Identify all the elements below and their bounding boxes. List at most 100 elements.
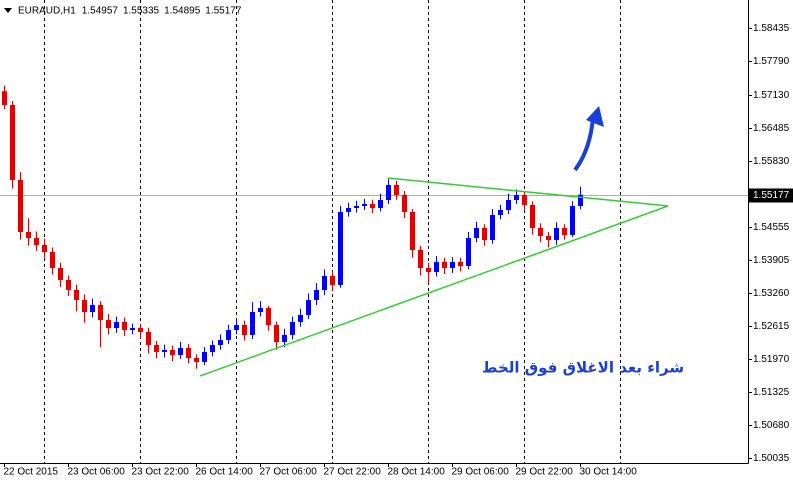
- candle-body: [74, 290, 79, 300]
- symbol: EURAUD,H1: [18, 6, 76, 17]
- candle-body: [234, 325, 239, 330]
- y-tick-label: 1.51970: [753, 354, 790, 365]
- candle-body: [154, 345, 159, 352]
- candle-body: [450, 262, 455, 268]
- candle-body: [490, 215, 495, 240]
- candle-body: [50, 252, 55, 268]
- y-tick-label: 1.55830: [753, 156, 790, 167]
- candle-body: [562, 228, 567, 235]
- candle-body: [538, 228, 543, 236]
- candle-body: [90, 305, 95, 312]
- header-open: 1.54957: [82, 6, 119, 17]
- y-tick-label: 1.57790: [753, 56, 790, 67]
- candle-body: [418, 250, 423, 268]
- candle-body: [506, 200, 511, 210]
- candle-body: [498, 210, 503, 215]
- candle-body: [26, 232, 31, 238]
- candle-body: [242, 325, 247, 335]
- y-tick-label: 1.53905: [753, 255, 790, 266]
- candle-body: [146, 332, 151, 345]
- candle-body: [82, 300, 87, 312]
- header-low: 1.54895: [164, 6, 201, 17]
- header: EURAUD,H1 1.54957 1.55335 1.54895 1.55177: [18, 6, 242, 17]
- candle-body: [394, 185, 399, 195]
- candle-body: [226, 330, 231, 340]
- candle-body: [194, 358, 199, 362]
- x-tick-label: 30 Oct 14:00: [580, 467, 638, 478]
- candle-body: [378, 200, 383, 208]
- header-high: 1.55335: [123, 6, 160, 17]
- candle-body: [122, 322, 127, 330]
- candle-body: [98, 305, 103, 320]
- candle-body: [354, 206, 359, 208]
- candle-body: [266, 308, 271, 325]
- x-tick-label: 23 Oct 06:00: [68, 467, 126, 478]
- candle-body: [170, 350, 175, 355]
- header-close: 1.55177: [205, 6, 242, 17]
- candle-body: [322, 276, 327, 290]
- candle-body: [410, 212, 415, 250]
- candle-body: [130, 328, 135, 330]
- candle-body: [58, 268, 63, 280]
- y-tick-label: 1.53260: [753, 288, 790, 299]
- candle-body: [442, 262, 447, 268]
- candle-body: [546, 236, 551, 240]
- x-tick-label: 28 Oct 14:00: [388, 467, 446, 478]
- candle-body: [514, 195, 519, 200]
- current-price-label: 1.55177: [753, 190, 790, 201]
- candle-body: [42, 245, 47, 252]
- y-tick-label: 1.50035: [753, 453, 790, 464]
- candle-body: [402, 195, 407, 212]
- candle-body: [386, 185, 391, 200]
- candle-body: [34, 238, 39, 245]
- candle-body: [218, 340, 223, 345]
- candle-body: [482, 228, 487, 240]
- candle-body: [362, 204, 367, 206]
- candle-body: [10, 105, 15, 180]
- candle-body: [250, 312, 255, 335]
- candle-body: [138, 328, 143, 332]
- candle-body: [162, 350, 167, 352]
- candle-body: [474, 228, 479, 238]
- x-tick-label: 29 Oct 22:00: [516, 467, 574, 478]
- x-tick-label: 27 Oct 22:00: [324, 467, 382, 478]
- x-tick-label: 26 Oct 14:00: [196, 467, 254, 478]
- candle-body: [186, 348, 191, 358]
- candle-body: [114, 322, 119, 328]
- candle-body: [202, 352, 207, 362]
- x-tick-label: 23 Oct 22:00: [132, 467, 190, 478]
- candle-body: [2, 91, 7, 105]
- candle-body: [466, 238, 471, 266]
- candle-body: [458, 262, 463, 266]
- candle-body: [370, 204, 375, 208]
- candle-body: [178, 348, 183, 355]
- candle-body: [298, 315, 303, 322]
- y-tick-label: 1.52615: [753, 321, 790, 332]
- candle-body: [554, 228, 559, 240]
- candle-body: [210, 345, 215, 352]
- y-tick-label: 1.58435: [753, 23, 790, 34]
- x-tick-label: 27 Oct 06:00: [260, 467, 318, 478]
- candle-body: [314, 290, 319, 300]
- x-tick-label: 22 Oct 2015: [4, 467, 59, 478]
- candle-body: [106, 320, 111, 328]
- annotation: شراء بعد الاغلاق فوق الخط: [482, 359, 684, 377]
- candle-body: [338, 212, 343, 285]
- candle-body: [66, 280, 71, 290]
- candle-body: [330, 276, 335, 285]
- candle-body: [290, 322, 295, 335]
- candle-body: [426, 268, 431, 272]
- candle-body: [530, 205, 535, 228]
- y-tick-label: 1.54555: [753, 222, 790, 233]
- candle-body: [274, 325, 279, 342]
- y-tick-label: 1.56485: [753, 123, 790, 134]
- y-tick-label: 1.57130: [753, 90, 790, 101]
- candle-body: [434, 262, 439, 272]
- candle-body: [346, 208, 351, 212]
- candle-body: [522, 195, 527, 205]
- candle-body: [306, 300, 311, 315]
- candle-body: [18, 180, 23, 232]
